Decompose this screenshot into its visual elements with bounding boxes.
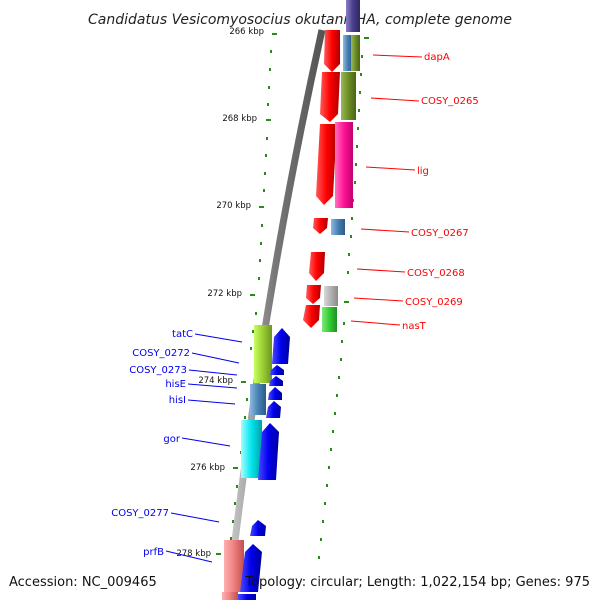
- gene-label-prfB: prfB: [143, 547, 164, 558]
- gene-arrow: [268, 387, 282, 400]
- genome-backbone: [224, 29, 326, 600]
- gene-arrow: [240, 544, 262, 592]
- feature-block: [343, 35, 352, 71]
- gene-arrow: [309, 252, 325, 281]
- gene-arrow: [316, 124, 337, 205]
- gene-label-COSY_0277: COSY_0277: [111, 508, 169, 519]
- gene-arrow: [270, 365, 284, 375]
- map-title: Candidatus Vesicomyosocius okutanii HA, …: [88, 12, 512, 28]
- left-gene-labels: tatC COSY_0272 COSY_0273 hisE hisI gor C…: [111, 329, 243, 563]
- feature-block: [241, 420, 262, 478]
- feature-block: [250, 384, 266, 415]
- gene-arrow: [313, 218, 328, 234]
- feature-block: [322, 307, 337, 332]
- gene-label-hisI: hisI: [169, 395, 186, 406]
- gene-arrow: [272, 328, 290, 364]
- gene-arrow: [320, 72, 340, 122]
- gene-label-tatC: tatC: [172, 329, 193, 340]
- scale-label-278-kbp: 278 kbp: [176, 549, 211, 559]
- feature-block: [254, 325, 272, 383]
- scale-label-268-kbp: 268 kbp: [222, 114, 257, 124]
- scale-label-270-kbp: 270 kbp: [216, 201, 251, 211]
- gene-arrow: [250, 520, 266, 536]
- feature-block: [222, 592, 238, 600]
- gene-label-COSY_0273: COSY_0273: [129, 365, 187, 376]
- feature-block: [341, 72, 356, 120]
- gene-arrow: [269, 376, 283, 386]
- gene-label-lig: lig: [417, 166, 429, 177]
- gene-arrow: [324, 30, 340, 72]
- gene-label-COSY_0269: COSY_0269: [405, 297, 463, 308]
- feature-block: [331, 219, 345, 235]
- scale-ticks-right: [318, 37, 369, 559]
- feature-block: [324, 286, 338, 306]
- gene-label-COSY_0267: COSY_0267: [411, 228, 469, 239]
- gene-label-COSY_0268: COSY_0268: [407, 268, 465, 279]
- gene-label-nasT: nasT: [402, 321, 427, 332]
- accession-text: Accession: NC_009465: [9, 575, 157, 590]
- gene-arrow: [306, 285, 321, 304]
- gene-label-hisE: hisE: [165, 379, 186, 390]
- gene-label-COSY_0272: COSY_0272: [132, 348, 190, 359]
- feature-block: [238, 594, 256, 600]
- scale-label-274-kbp: 274 kbp: [198, 376, 233, 386]
- gene-arrow: [303, 305, 320, 328]
- feature-block: [351, 35, 360, 71]
- gene-arrow: [258, 423, 279, 480]
- genome-summary-text: Topology: circular; Length: 1,022,154 bp…: [244, 575, 590, 590]
- feature-block: [335, 122, 353, 208]
- feature-block: [224, 540, 244, 592]
- gene-label-dapA: dapA: [424, 52, 450, 63]
- gene-arrow: [266, 401, 281, 418]
- right-gene-labels: dapA COSY_0265 lig COSY_0267 COSY_0268 C…: [350, 52, 479, 332]
- gene-label-gor: gor: [163, 434, 180, 445]
- scale-label-272-kbp: 272 kbp: [207, 289, 242, 299]
- feature-block: [346, 0, 360, 32]
- gene-label-COSY_0265: COSY_0265: [421, 96, 479, 107]
- scale-label-276-kbp: 276 kbp: [190, 463, 225, 473]
- scale-label-266-kbp: 266 kbp: [229, 27, 264, 37]
